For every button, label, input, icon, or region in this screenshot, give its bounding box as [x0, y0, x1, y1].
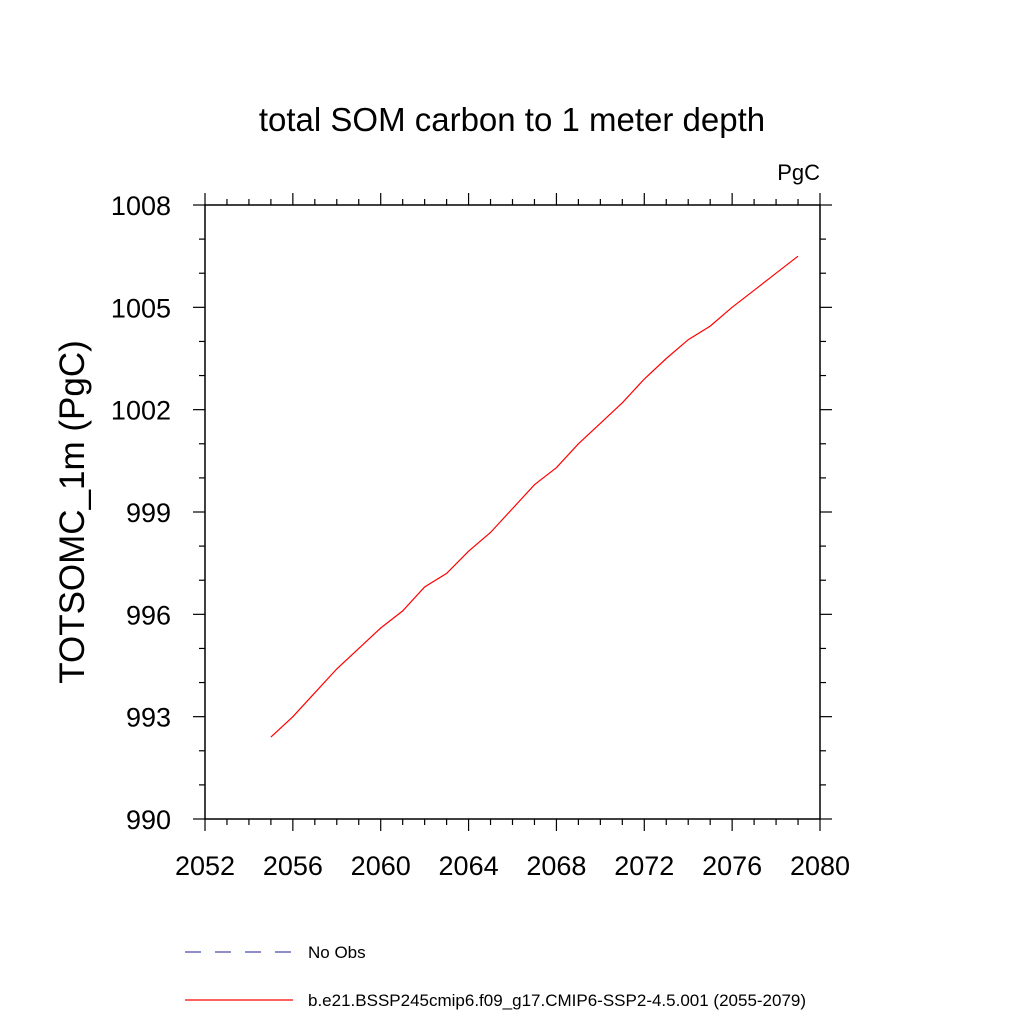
x-tick-label: 2068 [526, 851, 586, 881]
units-label: PgC [777, 160, 820, 185]
y-tick-label: 990 [126, 805, 171, 835]
y-axis-label: TOTSOMC_1m (PgC) [53, 340, 92, 684]
x-tick-label: 2080 [790, 851, 850, 881]
x-tick-label: 2064 [439, 851, 499, 881]
legend: No Obs b.e21.BSSP245cmip6.f09_g17.CMIP6-S… [185, 943, 806, 1010]
x-tick-label: 2056 [263, 851, 323, 881]
axis-tick-labels: 2052 2056 2060 2064 2068 2072 2076 2080 990 993 99… [111, 191, 850, 881]
x-tick-label: 2076 [702, 851, 762, 881]
y-tick-label: 999 [126, 498, 171, 528]
y-tick-label: 993 [126, 703, 171, 733]
axis-ticks [193, 193, 832, 831]
x-tick-label: 2060 [351, 851, 411, 881]
y-tick-label: 1002 [111, 396, 171, 426]
y-tick-label: 1005 [111, 293, 171, 323]
legend-label: No Obs [308, 943, 366, 962]
x-tick-label: 2072 [614, 851, 674, 881]
plot-frame [204, 204, 821, 820]
y-tick-label: 996 [126, 600, 171, 630]
series-layer [270, 255, 799, 738]
x-tick-label: 2052 [175, 851, 235, 881]
legend-label: b.e21.BSSP245cmip6.f09_g17.CMIP6-SSP2-4.… [308, 991, 806, 1010]
y-tick-label: 1008 [111, 191, 171, 221]
series-line [270, 255, 799, 738]
chart-title: total SOM carbon to 1 meter depth [259, 101, 765, 138]
